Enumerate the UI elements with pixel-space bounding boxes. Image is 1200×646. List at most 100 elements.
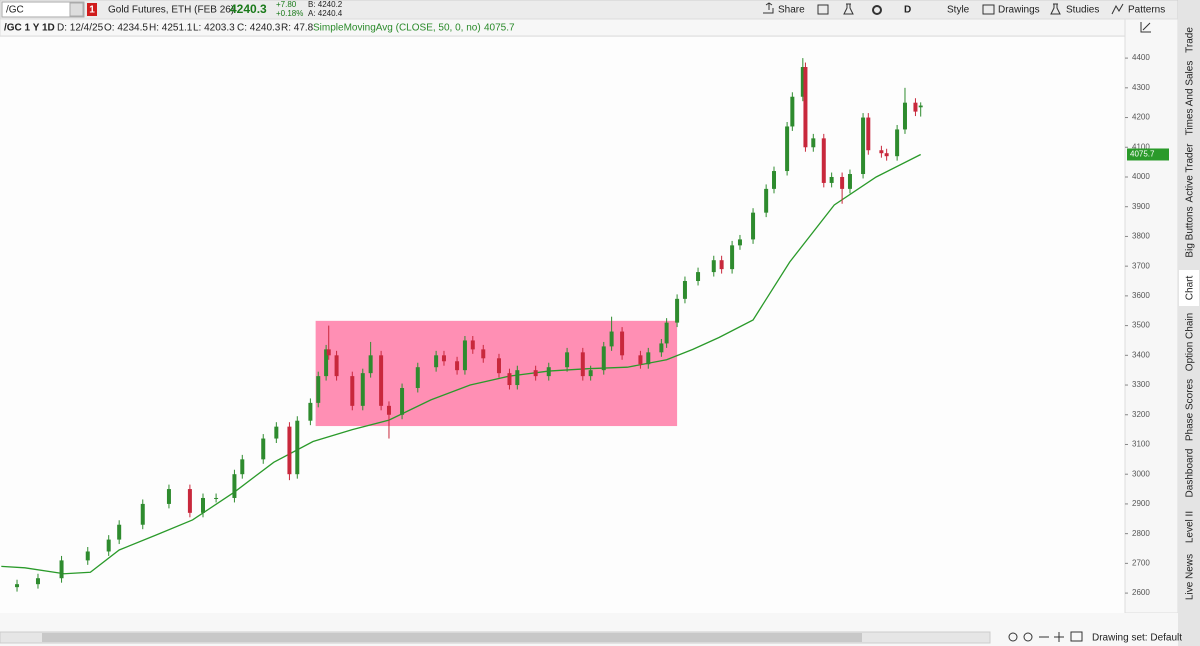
candle-body [533,370,538,377]
candle-body [772,171,777,189]
candle-body [166,489,171,504]
candle-body [918,105,923,108]
candle-body [866,117,871,151]
candle-body [368,355,373,374]
drawing-set-icon[interactable] [1070,631,1083,642]
candle-body [232,474,237,498]
candle-body [507,373,512,386]
side-tab[interactable]: Level II [1185,511,1196,543]
candle-body [609,331,614,347]
badge: 1 [89,5,95,16]
info-range: R: 47.8 [281,23,314,34]
description: Gold Futures, ETH (FEB 26) [108,5,234,16]
side-tab[interactable]: Big Buttons [1185,206,1196,257]
side-tab[interactable]: Times And Sales [1185,61,1196,136]
candle-body [884,153,889,157]
candle-body [840,176,845,189]
candle-body [811,138,816,148]
candle-body [15,584,20,588]
drawing-set[interactable]: Drawing set: Default [1092,633,1182,644]
candle-body [664,322,669,344]
candle-body [274,426,279,439]
symbol-box[interactable] [1,1,85,18]
y-tick-label: 2600 [1132,588,1150,597]
candle-body [295,420,300,475]
zoom-in[interactable] [1023,632,1033,642]
candle-body [675,298,680,323]
info-close: C: 4240.3 [237,23,281,34]
patterns-icon [1111,3,1124,15]
flask-icon[interactable] [843,3,854,15]
candle-body [308,402,313,421]
candle-body [140,503,145,525]
info-high: H: 4251.1 [149,23,193,34]
candle-body [415,367,420,389]
side-tab[interactable]: Phase Scores [1185,379,1196,441]
ask: A: 4240.4 [308,9,343,18]
y-tick-label: 2800 [1132,529,1150,538]
candle-body [85,551,90,561]
studies-button[interactable]: Studies [1066,5,1099,16]
y-tick-label: 3400 [1132,350,1150,359]
candle-body [601,346,606,371]
y-tick-label: 3300 [1132,380,1150,389]
candle-body [496,358,501,374]
candle-body [800,67,805,97]
zoom-out[interactable] [1008,632,1018,642]
change-pct: +0.18% [276,9,303,18]
highlight-box [315,320,678,427]
y-tick-label: 4200 [1132,113,1150,122]
candle-body [261,438,266,460]
share-icon [763,2,774,14]
sma-value-tag [1127,148,1169,161]
candle-body [620,331,625,356]
candle-body [350,376,355,406]
side-tab[interactable]: Live News [1185,554,1196,600]
side-tab[interactable]: Active Trader [1185,143,1196,203]
y-tick-label: 3100 [1132,440,1150,449]
info-date: D: 12/4/25 [57,23,104,34]
y-tick-label: 3200 [1132,410,1150,419]
scroll-thumb[interactable] [42,633,862,642]
side-tab[interactable]: Dashboard [1185,449,1196,498]
candle-body [379,355,384,406]
side-panel [1178,0,1200,646]
active-tab [1179,270,1199,306]
sma-line [1,153,921,575]
style-button[interactable]: Style [947,5,970,16]
candle-body [580,352,585,377]
candle-body [214,497,219,499]
side-tab[interactable]: Trade [1185,27,1196,53]
candle-body [659,343,664,353]
grid-icon[interactable] [817,4,829,15]
settings-icon[interactable] [872,5,882,15]
y-tick-label: 4400 [1132,53,1150,62]
candle-body [187,489,192,513]
patterns-button[interactable]: Patterns [1128,5,1165,16]
sma-value-label: 4075.7 [1130,150,1155,159]
symbol-dropdown[interactable] [69,2,84,17]
drawings-button[interactable]: Drawings [998,5,1040,16]
candle-body [785,126,790,172]
candle-body [334,355,339,377]
candle-body [588,370,593,377]
side-tab[interactable]: Option Chain [1185,313,1196,371]
axis-icon[interactable] [1140,22,1151,33]
side-tab[interactable]: Chart [1185,276,1196,301]
y-tick-label: 4100 [1132,142,1150,151]
share-button[interactable]: Share [778,5,805,16]
info-low: L: 4203.3 [193,23,235,34]
candle-body [386,405,391,415]
pan-icons[interactable] [1039,632,1064,642]
studies-icon [1050,3,1061,15]
change: +7.80 [276,0,297,9]
aggregation-button[interactable]: D [904,5,911,16]
candle-body [59,560,64,579]
candle-body [803,67,808,148]
candle-body [861,117,866,175]
candle-body [546,367,551,377]
candle-body [515,370,520,386]
study-value: 4075.7 [484,23,515,34]
candle-body [35,578,40,585]
